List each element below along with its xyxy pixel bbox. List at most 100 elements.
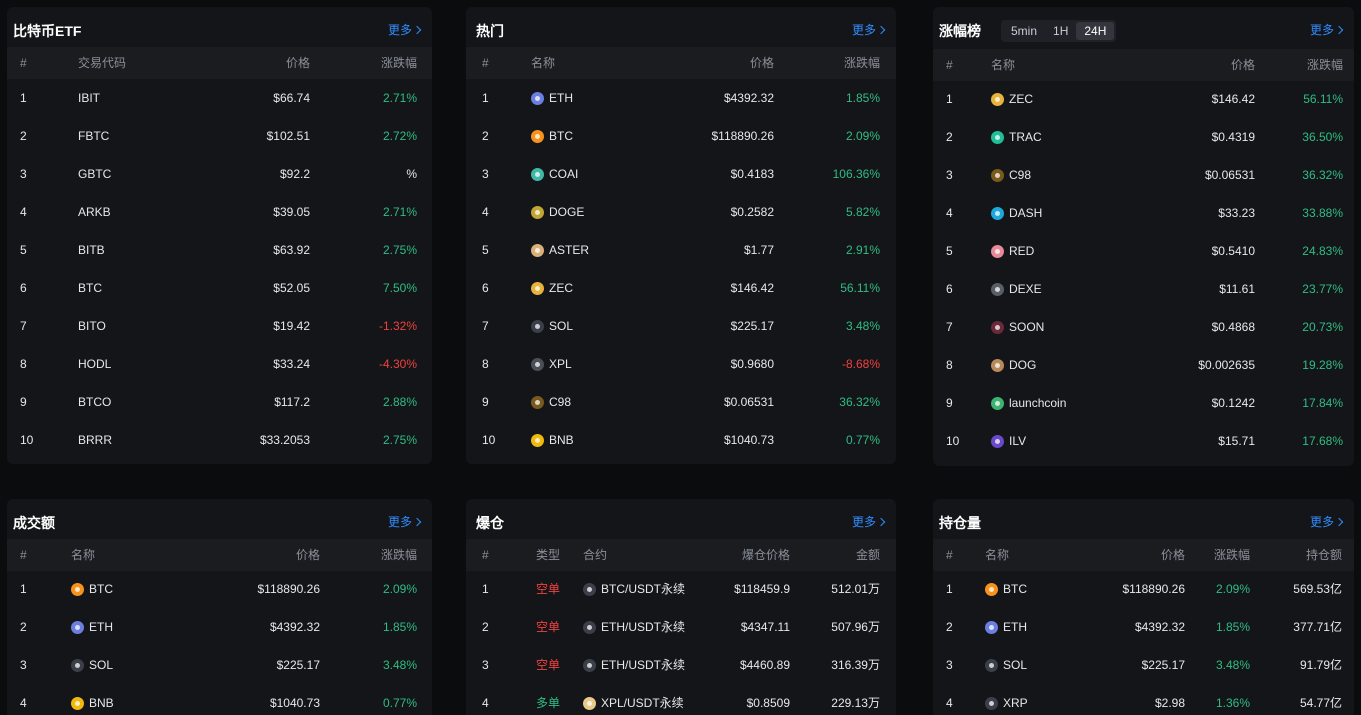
- table-row[interactable]: 8 XPL $0.9680 -8.68%: [466, 345, 896, 383]
- table-row[interactable]: 6 DEXE $11.61 23.77%: [933, 270, 1354, 308]
- table-row[interactable]: 2 TRAC $0.4319 36.50%: [933, 118, 1354, 156]
- tab-1h[interactable]: 1H: [1053, 24, 1069, 38]
- table-row[interactable]: 5 BITB $63.92 2.75%: [7, 231, 432, 269]
- coin-name: ETH: [71, 620, 113, 634]
- table-row[interactable]: 10 BNB $1040.73 0.77%: [466, 421, 896, 459]
- coin-label: COAI: [549, 167, 579, 181]
- table-row[interactable]: 2 FBTC $102.51 2.72%: [7, 117, 432, 155]
- table-row[interactable]: 7 BITO $19.42 -1.32%: [7, 307, 432, 345]
- table-row[interactable]: 5 ASTER $1.77 2.91%: [466, 231, 896, 269]
- row-change: 19.28%: [1302, 358, 1343, 372]
- table-row[interactable]: 4 ARKB $39.05 2.71%: [7, 193, 432, 231]
- table-row[interactable]: 6 BTC $52.05 7.50%: [7, 269, 432, 307]
- table-row[interactable]: 3 C98 $0.06531 36.32%: [933, 156, 1354, 194]
- table-row[interactable]: 1 ETH $4392.32 1.85%: [466, 79, 896, 117]
- row-rank: 9: [20, 395, 27, 409]
- row-symbol: FBTC: [78, 129, 110, 143]
- table-row[interactable]: 2 BTC $118890.26 2.09%: [466, 117, 896, 155]
- table-row[interactable]: 3 空单 ETH/USDT永续 $4460.89 316.39万: [466, 646, 896, 684]
- row-change: 56.11%: [1303, 92, 1343, 106]
- col-rank: #: [20, 56, 27, 70]
- volume-table-header: # 名称 价格 涨跌幅: [7, 539, 432, 571]
- table-row[interactable]: 1 ZEC $146.42 56.11%: [933, 80, 1354, 118]
- row-price: $117.2: [274, 395, 310, 409]
- table-row[interactable]: 4 多单 XPL/USDT永续 $0.8509 229.13万: [466, 684, 896, 715]
- table-row[interactable]: 10 BRRR $33.2053 2.75%: [7, 421, 432, 459]
- row-price: $118890.26: [257, 582, 320, 596]
- etf-table-header: # 交易代码 价格 涨跌幅: [7, 47, 432, 79]
- table-row[interactable]: 1 空单 BTC/USDT永续 $118459.9 512.01万: [466, 570, 896, 608]
- volume-more-link[interactable]: 更多: [388, 515, 422, 529]
- gainers-more-link[interactable]: 更多: [1310, 23, 1344, 37]
- chevron-right-icon: [412, 517, 422, 527]
- table-row[interactable]: 2 ETH $4392.32 1.85%: [7, 608, 432, 646]
- table-row[interactable]: 6 ZEC $146.42 56.11%: [466, 269, 896, 307]
- table-row[interactable]: 3 GBTC $92.2%: [7, 155, 432, 193]
- table-row[interactable]: 7 SOON $0.4868 20.73%: [933, 308, 1354, 346]
- table-row[interactable]: 3 SOL $225.17 3.48% 91.79亿: [933, 646, 1354, 684]
- row-change: 106.36%: [832, 167, 880, 181]
- table-row[interactable]: 1 BTC $118890.26 2.09%: [7, 570, 432, 608]
- tab-5min[interactable]: 5min: [1011, 24, 1038, 38]
- eth-icon: [583, 659, 596, 672]
- coin-name: SOON: [991, 320, 1044, 334]
- coin-name: C98: [991, 168, 1031, 182]
- table-row[interactable]: 4 XRP $2.98 1.36% 54.77亿: [933, 684, 1354, 715]
- row-symbol: BTC: [78, 281, 102, 295]
- col-name: 名称: [71, 548, 96, 562]
- table-row[interactable]: 1 BTC $118890.26 2.09% 569.53亿: [933, 570, 1354, 608]
- liquidation-table-header: # 类型 合约 爆仓价格 金额: [466, 539, 896, 571]
- row-change: 2.75%: [382, 433, 417, 447]
- row-change: 1.85%: [1215, 620, 1250, 634]
- row-change: 0.77%: [382, 696, 417, 710]
- table-row[interactable]: 9 launchcoin $0.1242 17.84%: [933, 384, 1354, 422]
- row-amount: 507.96万: [831, 620, 880, 634]
- row-rank: 2: [946, 620, 953, 634]
- col-price: 价格: [285, 56, 310, 70]
- volume-title: 成交额: [13, 515, 55, 533]
- table-row[interactable]: 9 C98 $0.06531 36.32%: [466, 383, 896, 421]
- table-row[interactable]: 2 空单 ETH/USDT永续 $4347.11 507.96万: [466, 608, 896, 646]
- coin-label: launchcoin: [1009, 396, 1067, 410]
- tab-24h[interactable]: 24H: [1076, 22, 1115, 40]
- eth-icon: [531, 92, 544, 105]
- table-row[interactable]: 3 COAI $0.4183 106.36%: [466, 155, 896, 193]
- table-row[interactable]: 4 BNB $1040.73 0.77%: [7, 684, 432, 715]
- table-row[interactable]: 3 SOL $225.17 3.48%: [7, 646, 432, 684]
- row-rank: 4: [482, 696, 489, 710]
- table-row[interactable]: 8 DOG $0.002635 19.28%: [933, 346, 1354, 384]
- col-price: 价格: [1160, 548, 1185, 562]
- row-change: 33.88%: [1302, 206, 1343, 220]
- liquidation-more-link[interactable]: 更多: [852, 515, 886, 529]
- row-type: 空单: [536, 658, 561, 672]
- hot-more-link[interactable]: 更多: [852, 23, 886, 37]
- row-rank: 3: [482, 658, 489, 672]
- col-rank: #: [482, 548, 489, 562]
- coin-name: ZEC: [531, 281, 573, 295]
- coin-name: RED: [991, 244, 1034, 258]
- etf-more-link[interactable]: 更多: [388, 23, 422, 37]
- coin-label: ZEC: [549, 281, 573, 295]
- table-row[interactable]: 9 BTCO $117.2 2.88%: [7, 383, 432, 421]
- row-rank: 1: [946, 92, 953, 106]
- row-rank: 3: [20, 658, 27, 672]
- row-symbol: ARKB: [78, 205, 111, 219]
- table-row[interactable]: 5 RED $0.5410 24.83%: [933, 232, 1354, 270]
- table-row[interactable]: 4 DOGE $0.2582 5.82%: [466, 193, 896, 231]
- table-row[interactable]: 4 DASH $33.23 33.88%: [933, 194, 1354, 232]
- table-row[interactable]: 8 HODL $33.24 -4.30%: [7, 345, 432, 383]
- table-row[interactable]: 10 ILV $15.71 17.68%: [933, 422, 1354, 460]
- row-change: 1.85%: [845, 91, 880, 105]
- open-interest-more-link[interactable]: 更多: [1310, 515, 1344, 529]
- row-liq-price: $4347.11: [740, 620, 790, 634]
- row-symbol: BRRR: [78, 433, 113, 447]
- table-row[interactable]: 7 SOL $225.17 3.48%: [466, 307, 896, 345]
- row-price: $2.98: [1154, 696, 1185, 710]
- coin-name: BNB: [531, 433, 574, 447]
- coin-name: TRAC: [991, 130, 1042, 144]
- table-row[interactable]: 1 IBIT $66.74 2.71%: [7, 79, 432, 117]
- dexe-icon: [991, 283, 1004, 296]
- open-interest-title: 持仓量: [939, 515, 981, 533]
- row-price: $0.4183: [730, 167, 774, 181]
- table-row[interactable]: 2 ETH $4392.32 1.85% 377.71亿: [933, 608, 1354, 646]
